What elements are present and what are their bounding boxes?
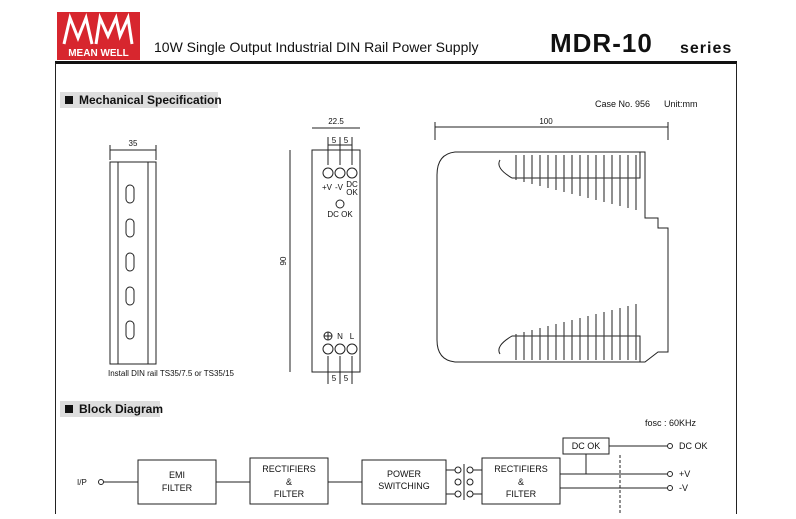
section-title: Block Diagram xyxy=(79,402,163,416)
rail-width: 35 xyxy=(129,139,138,148)
block-label: RECTIFIERS xyxy=(494,464,548,474)
subtitle: 10W Single Output Industrial DIN Rail Po… xyxy=(154,39,478,55)
block-label: RECTIFIERS xyxy=(262,464,316,474)
section-bullet xyxy=(65,96,73,104)
input-label: I/P xyxy=(77,478,87,487)
front-view: 22.5 5 5 +V -V DC OK DC OK 90 N L 5 5 xyxy=(279,117,361,384)
logo-mark xyxy=(62,12,134,45)
block-label: & xyxy=(518,477,524,487)
block-label: FILTER xyxy=(162,483,193,493)
section-title: Mechanical Specification xyxy=(79,93,222,107)
output-label: DC OK xyxy=(679,441,708,451)
height: 90 xyxy=(279,256,288,265)
block-label: SWITCHING xyxy=(378,481,430,491)
depth: 100 xyxy=(539,117,553,126)
rail-note: Install DIN rail TS35/7.5 or TS35/15 xyxy=(108,369,235,378)
led-label: DC OK xyxy=(327,210,353,219)
section-bg xyxy=(60,92,218,108)
terminal-label: DC xyxy=(346,180,358,189)
block-label: DC OK xyxy=(572,441,601,451)
block-label: POWER xyxy=(387,469,422,479)
section-bullet xyxy=(65,405,73,413)
diagram-lines xyxy=(98,443,673,514)
output-label: +V xyxy=(679,469,690,479)
terminal-label: N xyxy=(337,332,343,341)
front-width: 22.5 xyxy=(328,117,344,126)
fosc: fosc : 60KHz xyxy=(645,418,697,428)
din-rail: 35 Install DIN rail TS35/7.5 or TS35/15 xyxy=(108,139,235,378)
pitch: 5 xyxy=(332,136,337,145)
block: RECTIFIERS & FILTER xyxy=(481,457,561,505)
pitch: 5 xyxy=(344,136,349,145)
terminal-label: L xyxy=(350,332,355,341)
header-rule xyxy=(55,61,737,64)
output-label: -V xyxy=(679,483,688,493)
logo: MEAN WELL xyxy=(57,12,140,60)
block: EMI FILTER xyxy=(137,459,217,505)
block: RECTIFIERS & FILTER xyxy=(249,457,329,505)
model: MDR-10 xyxy=(550,28,653,58)
case-no: Case No. 956 xyxy=(595,99,650,109)
block: DC OK xyxy=(562,437,610,455)
logo-text: MEAN WELL xyxy=(68,48,129,59)
terminal-label: OK xyxy=(346,188,358,197)
side-view: 100 xyxy=(434,117,669,363)
series: series xyxy=(680,40,732,57)
terminal-label: -V xyxy=(335,183,344,192)
block-label: EMI xyxy=(169,470,185,480)
unit: Unit:mm xyxy=(664,99,698,109)
block-label: & xyxy=(286,477,292,487)
block-label: FILTER xyxy=(506,489,537,499)
section-bg xyxy=(60,401,160,417)
terminal-label: +V xyxy=(322,183,333,192)
block: POWER SWITCHING xyxy=(361,459,447,505)
pitch: 5 xyxy=(344,374,349,383)
pitch: 5 xyxy=(332,374,337,383)
block-label: FILTER xyxy=(274,489,305,499)
